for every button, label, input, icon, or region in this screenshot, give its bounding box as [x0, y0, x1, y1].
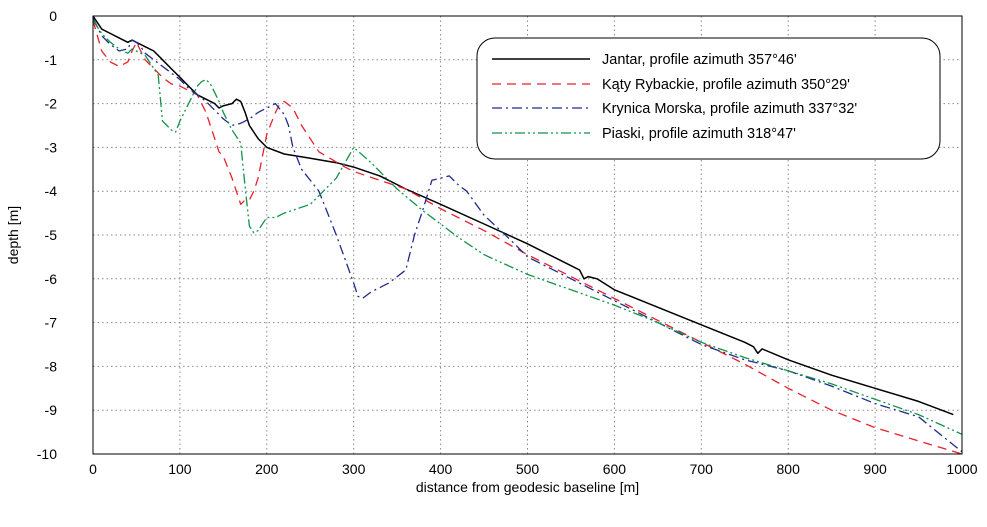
x-tick-label: 400 [429, 461, 453, 477]
x-tick-label: 100 [168, 461, 192, 477]
x-axis-label: distance from geodesic baseline [m] [416, 479, 639, 495]
x-tick-label: 800 [777, 461, 801, 477]
y-tick-label: 0 [49, 8, 57, 24]
tick-labels: 0 100 200 300 400 500 600 700 800 900 1000 0 -1 -2 -3 -… [37, 8, 978, 477]
x-tick-label: 200 [255, 461, 279, 477]
x-tick-label: 900 [863, 461, 887, 477]
legend-label-jantar: Jantar, profile azimuth 357°46' [602, 52, 797, 68]
x-tick-label: 500 [516, 461, 540, 477]
legend: Jantar, profile azimuth 357°46' Kąty Ryb… [476, 37, 941, 160]
y-tick-label: -10 [37, 446, 57, 462]
y-tick-label: -6 [45, 271, 58, 287]
legend-item-katy-rybackie: Kąty Rybackie, profile azimuth 350°29' [492, 77, 850, 93]
y-tick-label: -2 [45, 96, 58, 112]
y-tick-label: -9 [45, 402, 58, 418]
x-tick-label: 0 [89, 461, 97, 477]
y-tick-label: -1 [45, 52, 58, 68]
plot-frame [92, 15, 963, 455]
series-line-katy-rybackie [92, 20, 963, 455]
y-tick-label: -3 [45, 139, 58, 155]
series-line-jantar [92, 15, 954, 416]
series-layer [92, 15, 963, 455]
legend-label-katy-rybackie: Kąty Rybackie, profile azimuth 350°29' [602, 77, 850, 93]
y-tick-label: -4 [45, 183, 58, 199]
legend-item-krynica-morska: Krynica Morska, profile azimuth 337°32' [492, 101, 857, 117]
legend-box [476, 37, 941, 160]
x-tick-label: 600 [603, 461, 627, 477]
y-tick-label: -8 [45, 358, 58, 374]
legend-item-jantar: Jantar, profile azimuth 357°46' [492, 52, 797, 68]
legend-item-piaski: Piaski, profile azimuth 318°47' [492, 126, 796, 142]
legend-label-piaski: Piaski, profile azimuth 318°47' [602, 126, 796, 142]
y-axis-label: depth [m] [5, 206, 21, 264]
x-tick-label: 1000 [946, 461, 977, 477]
y-tick-label: -7 [45, 315, 58, 331]
x-tick-label: 300 [342, 461, 366, 477]
legend-label-krynica-morska: Krynica Morska, profile azimuth 337°32' [602, 101, 857, 117]
series-line-krynica-morska [92, 17, 963, 453]
x-tick-label: 700 [690, 461, 714, 477]
y-tick-label: -5 [45, 227, 58, 243]
series-line-piaski [92, 20, 963, 435]
